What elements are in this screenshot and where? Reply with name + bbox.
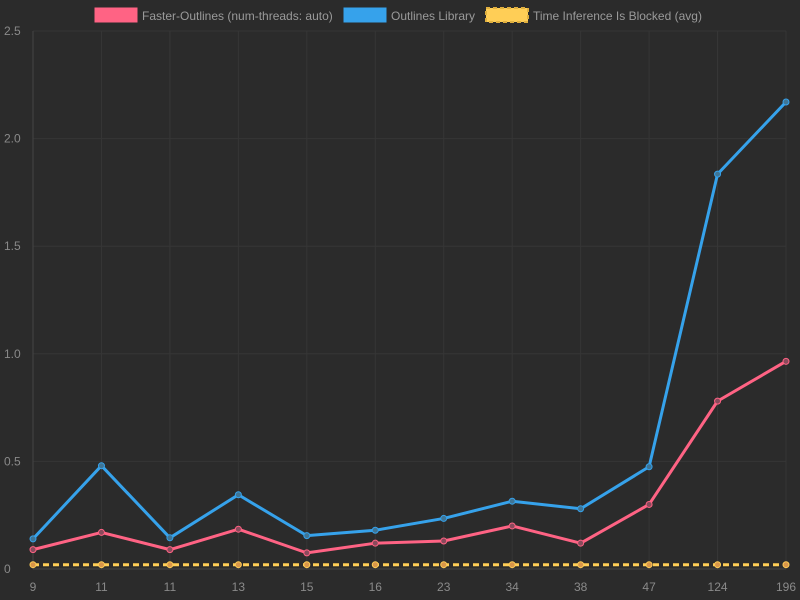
data-point — [440, 537, 448, 545]
legend-swatch — [485, 7, 529, 23]
data-point — [166, 546, 174, 554]
data-point — [577, 539, 585, 547]
legend-item-0[interactable]: Faster-Outlines (num-threads: auto) — [94, 7, 333, 23]
legend-swatch — [94, 7, 138, 23]
x-tick-label: 11 — [95, 580, 108, 594]
x-tick-label: 13 — [232, 580, 246, 594]
legend-label: Time Inference Is Blocked (avg) — [533, 9, 702, 23]
data-point — [440, 561, 448, 569]
x-tick-label: 16 — [369, 580, 383, 594]
data-point — [782, 98, 790, 106]
data-point — [714, 170, 722, 178]
data-point — [97, 462, 105, 470]
data-point — [371, 561, 379, 569]
data-point — [508, 522, 516, 530]
data-point — [508, 497, 516, 505]
data-point — [371, 539, 379, 547]
y-tick-label: 2.0 — [4, 132, 21, 146]
data-point — [303, 532, 311, 540]
y-tick-label: 1.5 — [4, 239, 21, 253]
series-line — [31, 100, 788, 540]
series-1 — [29, 98, 790, 543]
legend-item-1[interactable]: Outlines Library — [343, 7, 475, 23]
y-tick-label: 1.0 — [4, 347, 21, 361]
x-tick-label: 47 — [642, 580, 656, 594]
data-point — [234, 561, 242, 569]
x-tick-label: 34 — [506, 580, 520, 594]
data-point — [371, 526, 379, 534]
series-lines — [29, 98, 790, 569]
x-tick-label: 15 — [300, 580, 314, 594]
data-point — [645, 561, 653, 569]
y-tick-label: 0.5 — [4, 454, 21, 468]
x-tick-label: 23 — [437, 580, 451, 594]
data-point — [577, 505, 585, 513]
x-tick-label: 124 — [708, 580, 728, 594]
data-point — [714, 561, 722, 569]
series-0 — [29, 357, 790, 557]
data-point — [97, 528, 105, 536]
data-point — [577, 561, 585, 569]
x-tick-label: 38 — [574, 580, 588, 594]
data-point — [782, 357, 790, 365]
grid-lines — [32, 30, 787, 570]
data-point — [97, 561, 105, 569]
y-tick-label: 0 — [4, 562, 11, 576]
data-point — [166, 534, 174, 542]
data-point — [166, 561, 174, 569]
data-point — [645, 463, 653, 471]
legend[interactable]: Faster-Outlines (num-threads: auto) Outli… — [94, 7, 702, 23]
legend-label: Faster-Outlines (num-threads: auto) — [142, 9, 333, 23]
data-point — [234, 525, 242, 533]
data-point — [782, 561, 790, 569]
axes: 0 0.5 1.0 1.5 2.0 2.5 9 11 11 13 15 16 23 34 38 47 124 19… — [4, 24, 796, 594]
data-point — [303, 561, 311, 569]
data-point — [645, 500, 653, 508]
y-tick-label: 2.5 — [4, 24, 21, 38]
x-tick-label: 196 — [776, 580, 796, 594]
series-line — [32, 360, 787, 555]
data-point — [508, 561, 516, 569]
series-2 — [29, 561, 790, 569]
data-point — [440, 514, 448, 522]
legend-item-2[interactable]: Time Inference Is Blocked (avg) — [485, 7, 702, 23]
data-point — [303, 549, 311, 557]
data-point — [29, 561, 37, 569]
legend-swatch — [343, 7, 387, 23]
legend-label: Outlines Library — [391, 9, 475, 23]
x-tick-label: 9 — [30, 580, 37, 594]
data-point — [29, 546, 37, 554]
data-point — [234, 491, 242, 499]
data-point — [714, 397, 722, 405]
x-tick-label: 11 — [164, 580, 177, 594]
data-point — [29, 535, 37, 543]
